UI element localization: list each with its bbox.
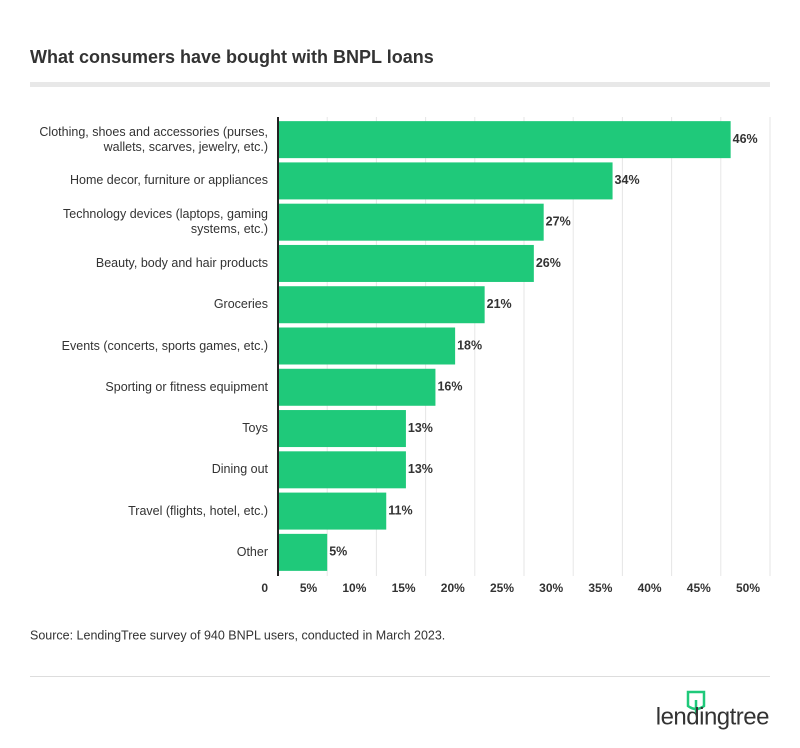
chart-title: What consumers have bought with BNPL loa… — [30, 47, 434, 67]
title-rule — [30, 82, 770, 87]
x-tick-label: 0 — [261, 581, 268, 595]
x-tick-label: 40% — [638, 581, 662, 595]
bar — [278, 492, 387, 530]
category-label: Sporting or fitness equipment — [105, 379, 268, 394]
source-note: Source: LendingTree survey of 940 BNPL u… — [30, 628, 445, 642]
value-label: 26% — [536, 256, 561, 270]
category-label: Technology devices (laptops, gaming syst… — [63, 207, 268, 237]
bar — [278, 327, 456, 365]
category-label: Home decor, furniture or appliances — [69, 173, 268, 188]
x-tick-label: 35% — [588, 581, 612, 595]
x-tick-label: 25% — [490, 581, 514, 595]
bar — [278, 410, 406, 448]
x-tick-label: 10% — [342, 581, 366, 595]
x-tick-label: 20% — [441, 581, 465, 595]
value-label: 16% — [437, 380, 462, 394]
value-label: 11% — [388, 503, 412, 517]
category-label: Toys — [242, 421, 268, 436]
category-label: Dining out — [211, 462, 268, 477]
bar — [278, 451, 406, 489]
value-label: 27% — [546, 214, 571, 228]
value-label: 21% — [487, 297, 512, 311]
value-label: 13% — [408, 421, 433, 435]
x-tick-label: 15% — [392, 581, 416, 595]
bar — [278, 533, 328, 571]
x-tick-label: 45% — [687, 581, 711, 595]
value-label: 5% — [329, 545, 347, 559]
bar — [278, 121, 731, 159]
bar — [278, 203, 544, 241]
x-tick-label: 5% — [300, 581, 318, 595]
x-tick-label: 30% — [539, 581, 563, 595]
bar — [278, 286, 485, 324]
logo: lendingtree — [656, 703, 769, 730]
value-label: 46% — [733, 132, 758, 146]
category-label: Events (concerts, sports games, etc.) — [61, 338, 268, 353]
category-label: Travel (flights, hotel, etc.) — [128, 503, 268, 518]
category-label: Other — [236, 544, 268, 559]
logo-leaf — [686, 690, 706, 714]
bar — [278, 368, 436, 406]
bar — [278, 162, 613, 200]
category-label: Clothing, shoes and accessories (purses,… — [39, 124, 268, 154]
category-label: Beauty, body and hair products — [95, 255, 268, 270]
x-tick-label: 50% — [736, 581, 760, 595]
category-label: Groceries — [213, 297, 268, 312]
value-label: 18% — [457, 338, 482, 352]
bar — [278, 244, 534, 282]
value-label: 34% — [615, 173, 640, 187]
value-label: 13% — [408, 462, 433, 476]
